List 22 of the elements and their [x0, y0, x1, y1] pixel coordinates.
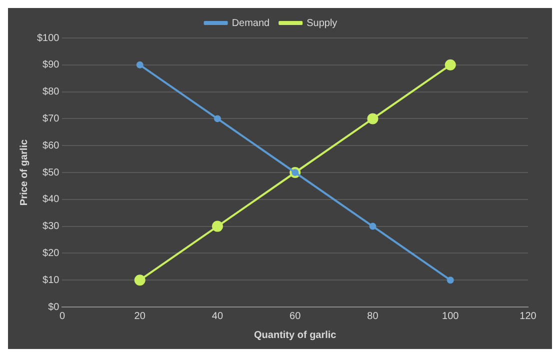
y-tick-label: $100: [36, 32, 60, 44]
y-tick-label: $40: [42, 194, 60, 206]
y-axis-title: Price of garlic: [18, 138, 30, 206]
x-tick-label: 60: [290, 310, 302, 322]
y-tick-label: $30: [42, 221, 60, 232]
y-tick-label: $70: [42, 113, 60, 124]
legend-label: Supply: [306, 18, 338, 29]
y-tick-label: $10: [42, 274, 60, 286]
x-tick-label: 0: [59, 310, 66, 322]
y-tick-label: $80: [42, 86, 60, 98]
x-axis-title: Quantity of garlic: [254, 330, 337, 341]
x-tick-label: 80: [367, 310, 379, 322]
x-tick-label: 100: [442, 310, 460, 322]
y-tick-label: $90: [42, 60, 60, 71]
x-tick-label: 20: [134, 310, 146, 322]
x-tick-label: 120: [520, 310, 537, 322]
y-tick-label: $50: [42, 167, 60, 178]
y-tick-label: $0: [48, 302, 60, 313]
y-tick-label: $60: [42, 140, 60, 152]
legend-label: Demand: [232, 18, 270, 29]
x-tick-label: 40: [212, 310, 224, 322]
y-tick-label: $20: [42, 248, 60, 259]
